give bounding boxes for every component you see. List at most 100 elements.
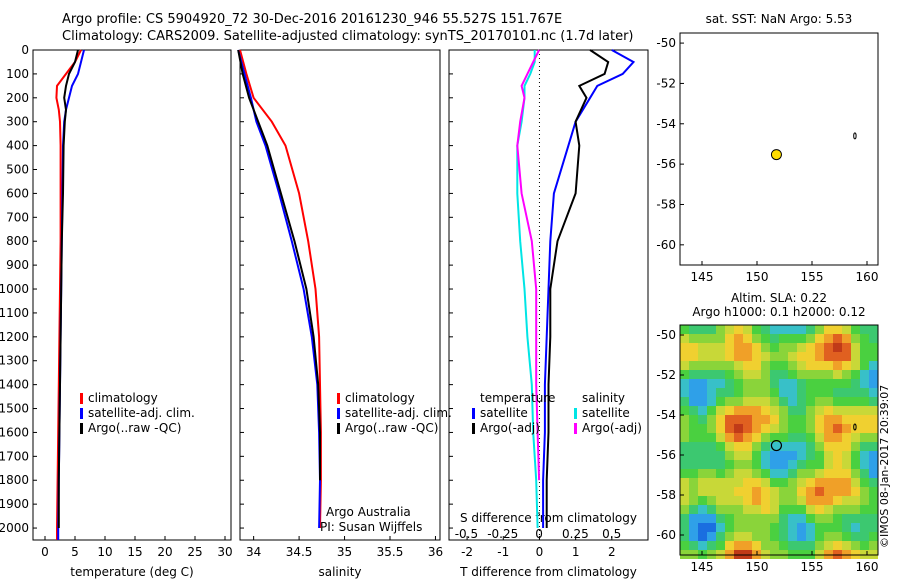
sst-map-xtick-label: 150: [746, 270, 769, 284]
sla-map-cell: [761, 541, 770, 550]
sla-map-cell: [806, 397, 815, 406]
sla-map-cell: [869, 433, 878, 442]
sla-map-cell: [752, 334, 761, 343]
sla-map-cell: [842, 523, 851, 532]
sla-map-cell: [752, 388, 761, 397]
sla-map-cell: [734, 352, 743, 361]
sla-map-cell: [761, 334, 770, 343]
sla-map-cell: [788, 523, 797, 532]
difference-s-tick-label: 0.25: [562, 527, 589, 541]
sla-map-cell: [860, 532, 869, 541]
sla-map-cell: [698, 379, 707, 388]
sla-map-cell: [707, 361, 716, 370]
sla-map-cell: [869, 424, 878, 433]
sla-map-cell: [869, 523, 878, 532]
sla-map-cell: [761, 397, 770, 406]
sla-map-cell: [842, 451, 851, 460]
sla-map-cell: [788, 514, 797, 523]
sla-map-cell: [833, 487, 842, 496]
sst-map-title: sat. SST: NaN Argo: 5.53: [706, 12, 853, 26]
sla-map-cell: [788, 343, 797, 352]
sla-map-cell: [734, 523, 743, 532]
sla-map-cell: [842, 487, 851, 496]
sla-map-cell: [689, 496, 698, 505]
difference-series-0: [542, 49, 636, 528]
sla-map-cell: [842, 325, 851, 334]
sla-map-cell: [806, 514, 815, 523]
sla-map-cell: [725, 361, 734, 370]
sla-map-cell: [815, 379, 824, 388]
sla-map-cell: [842, 388, 851, 397]
sla-map-cell: [788, 352, 797, 361]
sla-map-cell: [734, 334, 743, 343]
sla-map-cell: [806, 424, 815, 433]
sla-map-cell: [833, 496, 842, 505]
sla-map-cell: [869, 487, 878, 496]
sla-map-cell: [779, 487, 788, 496]
sla-map-cell: [680, 379, 689, 388]
sla-map-cell: [716, 406, 725, 415]
sla-map-cell: [815, 415, 824, 424]
sla-map-cell: [716, 523, 725, 532]
depth-tick-label: 0: [21, 43, 29, 57]
sla-map-cell: [869, 460, 878, 469]
sla-map-cell: [716, 370, 725, 379]
sla-map-cell: [725, 469, 734, 478]
sla-map-cell: [824, 370, 833, 379]
sla-map-cell: [788, 379, 797, 388]
sla-map-cell: [689, 451, 698, 460]
sla-map-cell: [707, 379, 716, 388]
sla-map-cell: [689, 460, 698, 469]
depth-tick-label: 600: [6, 186, 29, 200]
sla-map-cell: [833, 478, 842, 487]
sla-map-cell: [770, 415, 779, 424]
sla-map-cell: [698, 361, 707, 370]
sla-map-cell: [770, 541, 779, 550]
difference-legend-t-swatch: [472, 423, 475, 434]
difference-xlabel: T difference from climatology: [459, 565, 637, 579]
sla-map-cell: [806, 343, 815, 352]
sla-map-xtick-label: 145: [691, 560, 714, 574]
sla-map-cell: [716, 334, 725, 343]
salinity-xlabel: salinity: [318, 565, 361, 579]
sla-map-cell: [842, 469, 851, 478]
sla-map-cell: [761, 388, 770, 397]
sla-map-cell: [833, 325, 842, 334]
difference-legend-t-entry: Argo(-adj): [480, 421, 540, 435]
sla-map-cell: [833, 370, 842, 379]
sla-map-cell: [770, 496, 779, 505]
sla-map-cell: [779, 370, 788, 379]
sla-map-cell: [851, 433, 860, 442]
sla-map-cell: [743, 361, 752, 370]
sla-map-cell: [860, 370, 869, 379]
depth-tick-label: 1800: [0, 473, 29, 487]
sla-map-cell: [851, 460, 860, 469]
sla-map-cell: [833, 406, 842, 415]
sla-map-cell: [824, 361, 833, 370]
sla-map-cell: [806, 505, 815, 514]
difference-s-tick-label: -0.5: [455, 527, 478, 541]
sla-map-cell: [734, 496, 743, 505]
sla-map-cell: [833, 469, 842, 478]
difference-series-3: [516, 49, 541, 481]
sla-map-cell: [752, 361, 761, 370]
temperature-axis-tick-label: 25: [187, 545, 202, 559]
salinity-legend-entry: satellite-adj. clim.: [345, 406, 452, 420]
sla-map-cell: [716, 379, 725, 388]
sla-map-cell: [851, 532, 860, 541]
sla-map-ytick-label: -56: [656, 448, 676, 462]
sla-map-cell: [869, 514, 878, 523]
sla-map-cell: [833, 415, 842, 424]
sla-map-cell: [860, 352, 869, 361]
sst-map-ytick-label: -54: [656, 117, 676, 131]
sla-map-cell: [851, 325, 860, 334]
sla-map-cell: [680, 442, 689, 451]
sla-map-cell: [743, 325, 752, 334]
sla-map-cell: [797, 424, 806, 433]
sla-map-cell: [725, 406, 734, 415]
sla-map-cell: [743, 370, 752, 379]
difference-t-axis-tick-label: 2: [608, 545, 616, 559]
sla-map-cell: [698, 370, 707, 379]
sla-map-ytick-label: -58: [656, 488, 676, 502]
sla-map-cell: [842, 397, 851, 406]
